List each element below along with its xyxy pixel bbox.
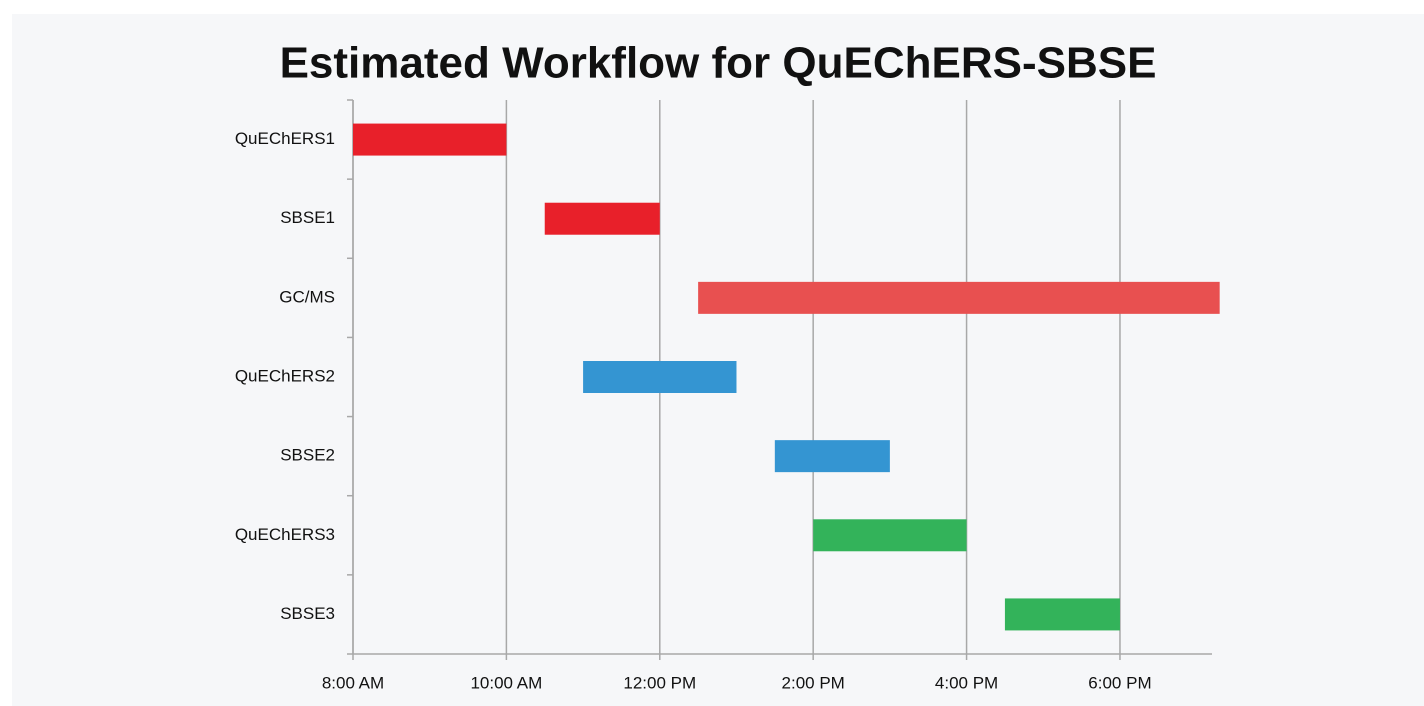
x-tick-label: 10:00 AM	[470, 673, 542, 692]
y-tick-label: QuEChERS2	[235, 366, 335, 385]
task-bar	[813, 519, 967, 552]
task-bar	[1004, 598, 1120, 631]
task-bar	[774, 440, 890, 473]
panel	[12, 14, 1424, 706]
y-tick-label: QuEChERS3	[235, 525, 335, 544]
task-bar	[544, 202, 660, 235]
task-bar	[353, 123, 507, 156]
chart-title: Estimated Workflow for QuEChERS-SBSE	[280, 39, 1157, 88]
x-tick-label: 4:00 PM	[935, 673, 998, 692]
task-bar	[583, 361, 737, 393]
y-tick-label: SBSE2	[280, 446, 335, 465]
x-tick-label: 6:00 PM	[1088, 673, 1151, 692]
y-tick-label: SBSE3	[280, 604, 335, 623]
x-tick-label: 2:00 PM	[782, 673, 845, 692]
y-tick-label: GC/MS	[279, 287, 335, 306]
x-tick-label: 12:00 PM	[623, 673, 696, 692]
task-bar	[698, 281, 1220, 314]
y-tick-label: QuEChERS1	[235, 129, 335, 148]
y-tick-label: SBSE1	[280, 208, 335, 227]
x-tick-label: 8:00 AM	[322, 673, 384, 692]
